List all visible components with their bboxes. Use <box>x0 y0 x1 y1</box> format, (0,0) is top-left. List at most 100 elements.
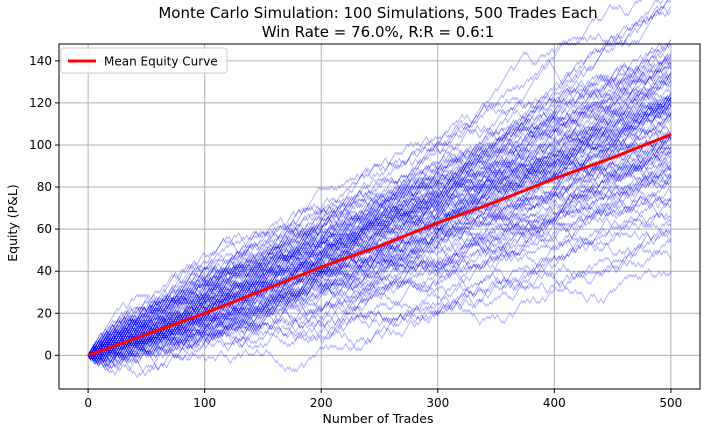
x-tick-label: 200 <box>310 396 333 410</box>
simulation-line <box>87 123 672 357</box>
simulation-line <box>87 0 669 359</box>
y-axis-ticks: 0 20 40 60 80 100 120 140 <box>29 54 59 362</box>
simulation-line <box>87 96 672 359</box>
simulation-line <box>87 199 672 360</box>
simulation-line <box>87 94 672 373</box>
simulation-line <box>87 101 672 364</box>
simulation-line <box>87 65 672 359</box>
simulation-line <box>87 64 672 356</box>
simulation-line <box>87 97 672 368</box>
simulation-line <box>87 108 672 356</box>
simulation-line <box>87 96 672 364</box>
simulation-line <box>87 175 672 364</box>
simulation-line <box>87 96 672 356</box>
y-tick-label: 120 <box>29 96 52 110</box>
simulation-line <box>87 98 672 356</box>
simulation-line <box>87 42 672 356</box>
legend-box <box>60 47 228 74</box>
simulation-line <box>87 181 672 361</box>
simulation-line <box>87 220 672 356</box>
simulation-line <box>87 75 672 357</box>
simulation-line <box>87 102 672 360</box>
simulation-line <box>87 125 672 356</box>
plot-frame <box>58 43 701 390</box>
x-tick-label: 0 <box>84 396 92 410</box>
simulation-line <box>87 104 672 359</box>
simulation-line <box>87 197 672 368</box>
simulation-line <box>87 77 672 364</box>
simulation-line <box>87 87 672 362</box>
simulation-line <box>87 54 672 356</box>
simulation-line <box>87 64 672 359</box>
simulation-line <box>87 238 672 359</box>
simulation-line <box>87 105 672 364</box>
simulation-line <box>87 142 672 356</box>
simulation-line <box>87 154 672 359</box>
simulation-line <box>87 174 672 362</box>
simulation-line <box>87 79 672 363</box>
y-tick-label: 60 <box>37 222 52 236</box>
simulation-line <box>87 111 672 357</box>
simulation-line <box>87 91 672 356</box>
simulation-line <box>87 135 672 364</box>
x-tick-label: 100 <box>193 396 216 410</box>
simulation-line <box>87 148 672 365</box>
simulation-line <box>87 93 672 357</box>
y-tick-label: 140 <box>29 54 52 68</box>
y-tick-label: 20 <box>37 306 52 320</box>
simulation-line <box>87 144 672 357</box>
y-tick-label: 0 <box>44 348 52 362</box>
simulation-line <box>87 242 672 356</box>
simulation-line <box>87 69 672 361</box>
simulation-line <box>87 217 672 365</box>
y-tick-label: 40 <box>37 264 52 278</box>
simulation-line <box>87 164 672 356</box>
simulation-line <box>87 195 672 361</box>
x-tick-label: 500 <box>659 396 682 410</box>
simulation-line <box>87 5 672 356</box>
simulation-line <box>87 150 672 356</box>
simulation-line <box>87 176 672 357</box>
simulation-line <box>87 75 672 364</box>
simulation-line <box>87 166 672 368</box>
simulation-line <box>87 73 672 360</box>
simulation-line <box>87 6 672 359</box>
simulation-line <box>87 113 672 356</box>
simulation-line <box>87 134 672 356</box>
simulation-curves <box>87 0 672 379</box>
simulation-line <box>87 85 672 363</box>
simulation-line <box>87 101 672 359</box>
simulation-line <box>87 52 672 361</box>
simulation-line <box>87 0 642 359</box>
x-axis-label: Number of Trades <box>323 411 434 426</box>
simulation-line <box>87 154 672 361</box>
y-tick-label: 80 <box>37 180 52 194</box>
simulation-line <box>87 187 672 356</box>
mean-curve-layer <box>87 133 672 357</box>
y-tick-label: 100 <box>29 138 52 152</box>
simulation-line <box>87 181 672 356</box>
simulation-line <box>87 199 672 357</box>
simulation-line <box>87 113 672 363</box>
simulation-line <box>87 88 672 357</box>
simulation-line <box>87 75 672 359</box>
simulation-line <box>87 39 672 356</box>
simulation-line <box>87 98 672 359</box>
simulation-line <box>87 59 672 356</box>
chart-subtitle: Win Rate = 76.0%, R:R = 0.6:1 <box>262 23 495 41</box>
simulation-line <box>87 0 672 359</box>
simulation-line <box>87 52 672 356</box>
x-tick-label: 300 <box>426 396 449 410</box>
grid-lines <box>59 44 700 389</box>
simulation-line <box>87 103 672 359</box>
simulation-line <box>87 129 672 359</box>
simulation-line <box>87 154 672 364</box>
legend-label: Mean Equity Curve <box>104 55 218 69</box>
simulation-line <box>87 102 672 356</box>
x-tick-label: 400 <box>543 396 566 410</box>
simulation-line <box>87 71 672 356</box>
simulation-line <box>87 162 672 356</box>
mean-equity-line <box>87 133 672 357</box>
simulation-line <box>87 61 672 356</box>
